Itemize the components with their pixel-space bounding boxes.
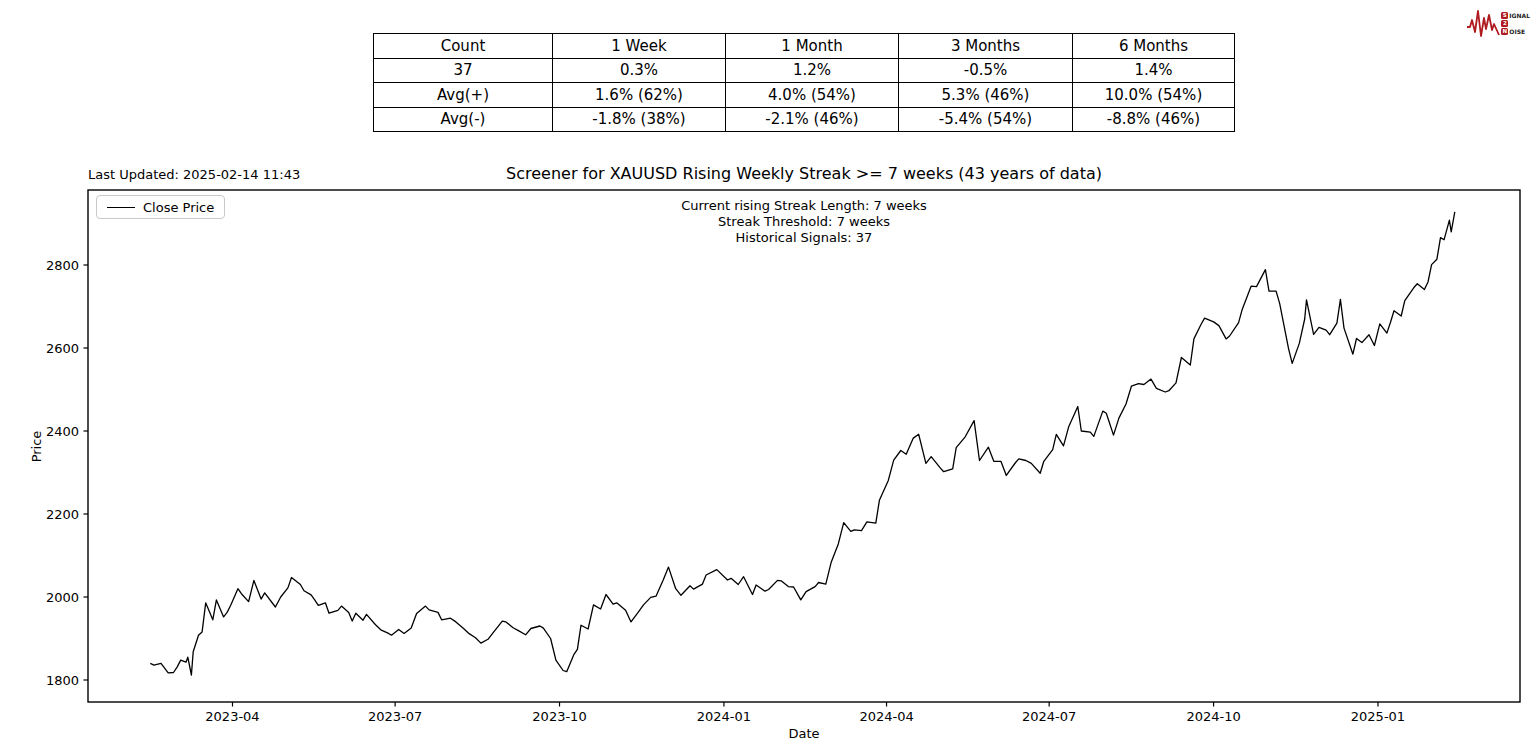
header-count: Count	[374, 34, 553, 59]
header-1-week: 1 Week	[553, 34, 726, 59]
logo-row-signal: S IGNAL	[1501, 12, 1530, 19]
y-tick-label: 2200	[46, 507, 79, 522]
x-axis-ticks: 2023-04 2023-07 2023-10 2024-01 2024-04 2024-…	[205, 702, 1405, 724]
logo-waveform-icon	[1466, 5, 1500, 41]
y-tick-label: 2400	[46, 424, 79, 439]
annotation-streak-threshold: Streak Threshold: 7 weeks	[88, 214, 1520, 230]
table-cell: 1.4%	[1073, 58, 1235, 83]
annotations-block: Current rising Streak Length: 7 weeks St…	[88, 198, 1520, 246]
table-cell: 10.0% (54%)	[1073, 83, 1235, 108]
table-cell: Avg(-)	[374, 107, 553, 132]
y-axis-ticks: 1800 2000 2200 2400 2600 2800	[46, 258, 88, 688]
table-cell: 0.3%	[553, 58, 726, 83]
x-tick-label: 2024-07	[1022, 709, 1076, 724]
annotation-streak-length: Current rising Streak Length: 7 weeks	[88, 198, 1520, 214]
logo-text: S IGNAL 2 N OISE	[1501, 12, 1530, 35]
signal2noise-logo: S IGNAL 2 N OISE	[1466, 5, 1530, 41]
legend-box: Close Price	[96, 195, 225, 219]
table-cell: 1.2%	[726, 58, 899, 83]
logo-row-2: 2	[1501, 20, 1530, 27]
header-3-months: 3 Months	[899, 34, 1073, 59]
table-cell: -0.5%	[899, 58, 1073, 83]
x-tick-label: 2023-04	[205, 709, 259, 724]
table-row: Avg(+) 1.6% (62%) 4.0% (54%) 5.3% (46%) …	[374, 83, 1235, 108]
x-tick-label: 2025-01	[1351, 709, 1405, 724]
table-cell: -5.4% (54%)	[899, 107, 1073, 132]
y-tick-label: 1800	[46, 673, 79, 688]
table-cell: 4.0% (54%)	[726, 83, 899, 108]
table-cell: Avg(+)	[374, 83, 553, 108]
y-tick-label: 2800	[46, 258, 79, 273]
table-header-row: Count 1 Week 1 Month 3 Months 6 Months	[374, 34, 1235, 59]
x-tick-label: 2023-07	[368, 709, 422, 724]
header-6-months: 6 Months	[1073, 34, 1235, 59]
annotation-historical-signals: Historical Signals: 37	[88, 230, 1520, 246]
table-cell: 37	[374, 58, 553, 83]
logo-row-noise: N OISE	[1501, 28, 1530, 35]
legend-label: Close Price	[143, 200, 214, 215]
results-table: Count 1 Week 1 Month 3 Months 6 Months 3…	[373, 33, 1235, 132]
logo-chip-s: S	[1501, 12, 1508, 19]
table-cell: -2.1% (46%)	[726, 107, 899, 132]
logo-word: IGNAL	[1509, 12, 1530, 19]
header-1-month: 1 Month	[726, 34, 899, 59]
logo-chip-2: 2	[1501, 20, 1508, 27]
table-row: Avg(-) -1.8% (38%) -2.1% (46%) -5.4% (54…	[374, 107, 1235, 132]
chart-title: Screener for XAUUSD Rising Weekly Streak…	[88, 164, 1520, 183]
x-tick-label: 2024-04	[859, 709, 913, 724]
y-tick-label: 2000	[46, 590, 79, 605]
table-row: 37 0.3% 1.2% -0.5% 1.4%	[374, 58, 1235, 83]
close-price-line	[150, 212, 1455, 675]
y-axis-label: Price	[29, 397, 44, 497]
table-cell: 1.6% (62%)	[553, 83, 726, 108]
x-tick-label: 2023-10	[532, 709, 586, 724]
logo-chip-n: N	[1501, 28, 1508, 35]
legend-line-sample	[107, 207, 135, 208]
table-cell: -8.8% (46%)	[1073, 107, 1235, 132]
table-cell: 5.3% (46%)	[899, 83, 1073, 108]
x-tick-label: 2024-01	[697, 709, 751, 724]
table-cell: -1.8% (38%)	[553, 107, 726, 132]
y-tick-label: 2600	[46, 341, 79, 356]
x-tick-label: 2024-10	[1186, 709, 1240, 724]
x-axis-label: Date	[88, 726, 1520, 741]
plot-border	[88, 190, 1520, 702]
logo-word: OISE	[1509, 28, 1525, 35]
